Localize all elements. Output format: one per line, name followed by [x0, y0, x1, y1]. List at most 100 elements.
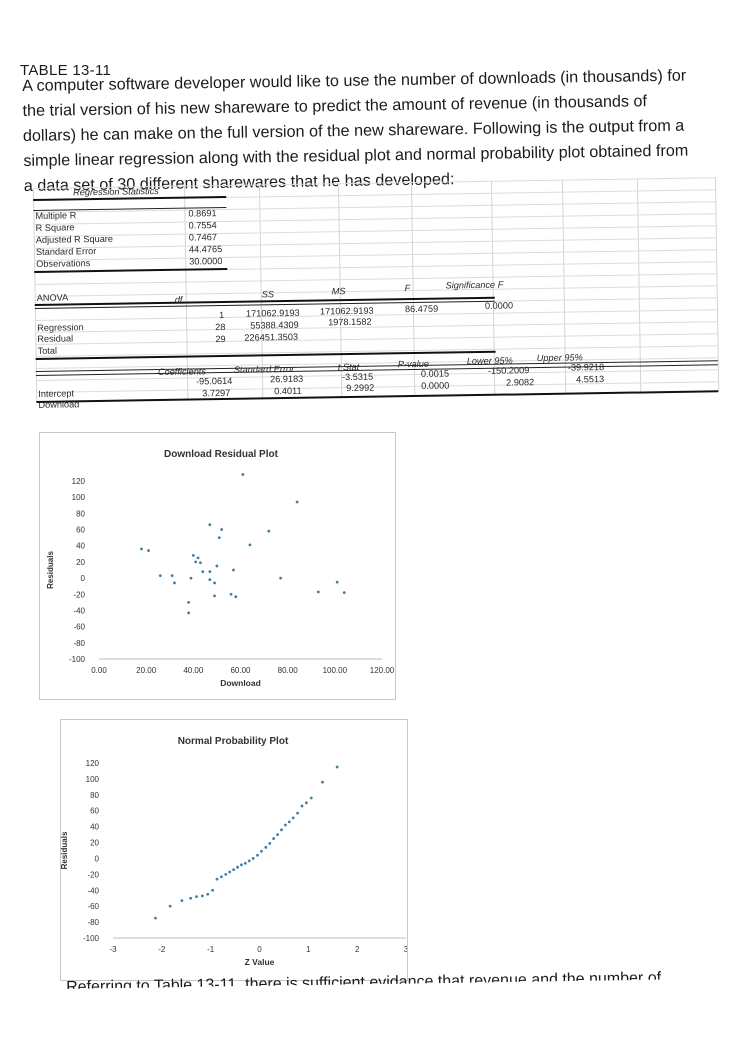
normal-plot-point	[272, 837, 276, 840]
anova-header-sig: Significance F	[445, 279, 504, 291]
normal-plot-title: Normal Probability Plot	[178, 736, 289, 747]
normal-plot-point	[260, 849, 263, 853]
residual-plot-y-tick-label: -80	[73, 639, 85, 648]
residual-plot-point	[248, 543, 252, 547]
residual-plot-y-tick-label: 120	[72, 477, 86, 486]
anova-header-f: F	[404, 283, 411, 294]
normal-plot-x-tick-label: 0	[257, 945, 262, 954]
residual-plot-point	[170, 574, 174, 578]
normal-plot-point	[296, 811, 299, 815]
residual-plot-point	[220, 528, 224, 531]
residual-plot-x-tick-label: 80.00	[278, 666, 299, 675]
anova-header-ms: MS	[331, 286, 346, 297]
anova-ms: 1978.1582	[328, 316, 372, 328]
residual-plot-y-tick-label: 0	[81, 574, 86, 583]
stat-value: 0.7467	[188, 232, 217, 243]
residual-plot-point	[213, 594, 216, 598]
normal-plot-x-axis-label: Z Value	[245, 957, 275, 967]
residual-plot-point	[267, 529, 271, 533]
anova-header-df: df	[174, 294, 183, 305]
stat-label: Multiple R	[35, 210, 77, 221]
normal-plot-x-tick-label: 1	[306, 945, 311, 954]
normal-plot-point	[232, 868, 236, 871]
stat-label: Standard Error	[35, 246, 97, 257]
residual-plot-point	[196, 556, 200, 560]
normal-plot-point	[276, 833, 279, 836]
residual-plot-x-tick-label: 20.00	[136, 666, 157, 675]
anova-ss: 226451.3503	[244, 331, 299, 343]
normal-plot-point	[335, 765, 339, 769]
residual-plot-y-axis-label: Residuals	[46, 551, 55, 589]
normal-plot-point	[211, 888, 215, 892]
normal-plot-y-tick-label: 120	[86, 759, 100, 768]
normal-plot-x-tick-label: -1	[207, 945, 215, 954]
stat-value: 0.8691	[188, 208, 217, 219]
residual-plot-y-tick-label: 20	[76, 558, 85, 567]
normal-plot-y-axis-label: Residuals	[61, 831, 69, 869]
normal-plot-point	[180, 899, 184, 903]
coef-upper: -39.9218	[567, 362, 605, 373]
normal-plot-y-tick-label: -40	[87, 886, 99, 895]
residual-plot-point	[213, 581, 216, 585]
residual-plot-point	[187, 611, 191, 615]
normal-plot-point	[247, 859, 251, 863]
normal-plot-y-tick-label: 80	[90, 791, 99, 800]
anova-df: 28	[215, 321, 226, 333]
anova-f: 86.4759	[404, 303, 439, 315]
stat-value: 30.0000	[189, 256, 223, 267]
residual-plot-point	[147, 549, 150, 552]
residual-plot-y-tick-label: 60	[76, 526, 85, 535]
stat-value: 44.4765	[188, 244, 223, 255]
residual-plot-point	[217, 536, 221, 540]
coef-value: -95.0614	[195, 375, 233, 387]
stat-label: R Square	[35, 222, 75, 233]
residual-plot-x-axis-label: Download	[220, 678, 261, 688]
normal-plot-point	[283, 823, 287, 827]
residual-plot-x-tick-label: 120.00	[370, 666, 395, 675]
normal-plot-point	[268, 841, 272, 845]
residual-plot-y-tick-label: -20	[73, 590, 85, 599]
normal-plot-point	[224, 872, 228, 876]
residual-plot-point	[191, 554, 195, 557]
normal-plot-point	[300, 804, 304, 808]
residual-plot-y-tick-label: -100	[69, 655, 86, 664]
coef-p: 0.0015	[420, 368, 450, 379]
anova-title: ANOVA	[36, 292, 69, 303]
residual-plot-point	[342, 591, 346, 595]
coef-upper: 4.5513	[575, 374, 605, 385]
residual-plot-point	[234, 595, 238, 599]
residual-plot-x-tick-label: 0.00	[91, 666, 107, 675]
normal-plot-y-tick-label: -20	[87, 870, 99, 879]
normal-plot-point	[206, 892, 210, 896]
coef-p: 0.0000	[421, 380, 450, 391]
coef-t: -3.5315	[341, 371, 374, 383]
residual-plot-point	[158, 574, 162, 578]
anova-header-ss: SS	[261, 289, 275, 300]
residual-plot: Download Residual Plot 120 100 80 60 40 20 0 -20…	[39, 432, 396, 700]
residual-plot-point	[229, 592, 233, 596]
normal-plot-point	[280, 828, 283, 832]
normal-plot-x-tick-label: -3	[109, 945, 117, 954]
normal-plot-x-tick-label: 3	[404, 945, 407, 954]
residual-plot-x-tick-label: 40.00	[183, 666, 204, 675]
normal-plot-point	[228, 870, 232, 874]
residual-plot-y-tick-label: 80	[76, 509, 85, 518]
residual-plot-x-tick-label: 60.00	[230, 666, 251, 675]
normal-plot-y-tick-label: 20	[90, 839, 99, 848]
normal-plot-x-tick-label: -2	[158, 945, 166, 954]
residual-plot-y-tick-label: 40	[76, 542, 85, 551]
regression-output: Regression Statistics Multiple R 0.8691 …	[33, 177, 720, 410]
residual-plot-point	[335, 580, 339, 584]
residual-plot-point	[194, 560, 198, 564]
anova-label: Residual	[37, 333, 74, 344]
anova-sig: 0.0000	[484, 300, 514, 311]
anova-ss: 55388.4309	[250, 319, 299, 331]
residual-plot-svg: Download Residual Plot 120 100 80 60 40 20 0 -20…	[46, 449, 395, 688]
normal-plot-y-tick-label: -80	[87, 918, 99, 927]
normal-plot-x-tick-label: 2	[355, 945, 360, 954]
normal-plot-point	[154, 916, 157, 920]
residual-plot-title: Download Residual Plot	[164, 449, 279, 460]
stat-value: 0.7554	[188, 220, 217, 231]
anova-label: Total	[37, 345, 58, 356]
coef-header-p: P-value	[397, 358, 430, 370]
